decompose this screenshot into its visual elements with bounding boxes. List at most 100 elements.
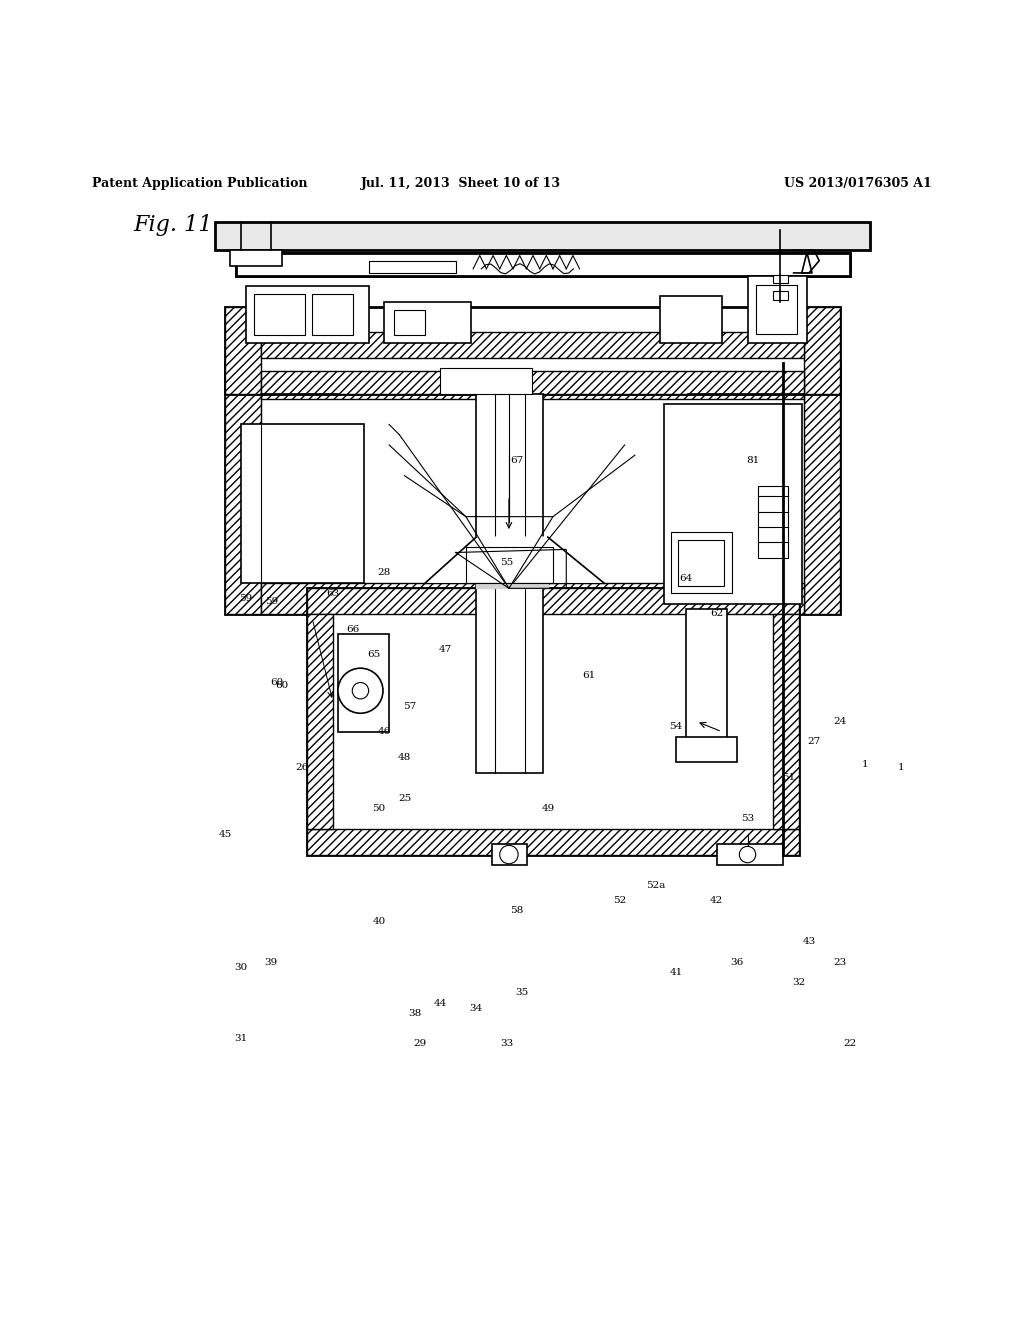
- Text: 47: 47: [439, 645, 452, 655]
- Text: 40: 40: [373, 916, 385, 925]
- Bar: [492, 845, 527, 865]
- Polygon shape: [476, 583, 548, 589]
- Text: 32: 32: [793, 978, 805, 987]
- Bar: [476, 393, 543, 772]
- Bar: [307, 614, 333, 829]
- Bar: [225, 363, 261, 614]
- Bar: [225, 363, 840, 614]
- Text: 61: 61: [583, 671, 595, 680]
- Text: 63: 63: [327, 589, 339, 598]
- Text: 26: 26: [296, 763, 308, 772]
- Text: Fig. 11: Fig. 11: [133, 214, 213, 236]
- Text: 35: 35: [516, 989, 528, 998]
- Bar: [236, 253, 850, 276]
- Text: 25: 25: [398, 793, 411, 803]
- Text: 45: 45: [219, 829, 231, 838]
- Bar: [384, 301, 471, 343]
- Text: 22: 22: [844, 1040, 856, 1048]
- Text: 49: 49: [542, 804, 554, 813]
- Text: Patent Application Publication: Patent Application Publication: [92, 177, 307, 190]
- Text: 62: 62: [711, 610, 723, 618]
- Text: 60: 60: [275, 681, 288, 690]
- Bar: [748, 276, 807, 343]
- Bar: [307, 829, 799, 854]
- Text: 42: 42: [711, 896, 723, 906]
- Text: 53: 53: [741, 814, 754, 824]
- Bar: [261, 371, 804, 393]
- Text: 54: 54: [670, 722, 682, 731]
- Bar: [338, 635, 389, 731]
- Text: 31: 31: [234, 1035, 247, 1043]
- Bar: [758, 486, 788, 557]
- Polygon shape: [425, 537, 604, 583]
- Bar: [773, 275, 788, 284]
- Text: 59: 59: [265, 597, 278, 606]
- Bar: [440, 368, 532, 393]
- Bar: [804, 306, 840, 393]
- Bar: [230, 251, 282, 265]
- Text: 58: 58: [511, 907, 523, 915]
- Text: 81: 81: [746, 455, 759, 465]
- Text: 52: 52: [613, 896, 626, 906]
- Bar: [671, 532, 732, 594]
- Bar: [307, 589, 799, 614]
- Text: 1: 1: [862, 760, 868, 770]
- Circle shape: [739, 846, 756, 863]
- Bar: [664, 404, 802, 603]
- Text: 55: 55: [501, 558, 513, 568]
- Bar: [660, 297, 722, 343]
- Text: 60: 60: [270, 678, 283, 686]
- Text: 44: 44: [434, 998, 446, 1007]
- Text: 27: 27: [808, 738, 820, 746]
- Text: 67: 67: [511, 455, 523, 465]
- Bar: [394, 310, 425, 335]
- Text: 64: 64: [680, 574, 692, 582]
- Circle shape: [338, 668, 383, 713]
- Bar: [225, 306, 840, 393]
- Bar: [369, 260, 456, 273]
- Text: 52a: 52a: [646, 880, 665, 890]
- Text: 34: 34: [470, 1003, 482, 1012]
- Text: US 2013/0176305 A1: US 2013/0176305 A1: [784, 177, 932, 190]
- Text: 30: 30: [234, 962, 247, 972]
- Text: 1: 1: [898, 763, 904, 772]
- Text: 23: 23: [834, 957, 846, 966]
- Bar: [676, 737, 737, 763]
- Text: 46: 46: [378, 727, 390, 737]
- Bar: [241, 425, 364, 583]
- Text: 39: 39: [265, 957, 278, 966]
- Text: 48: 48: [398, 752, 411, 762]
- Bar: [773, 614, 799, 829]
- Text: 65: 65: [368, 651, 380, 660]
- Bar: [773, 292, 788, 300]
- Bar: [756, 285, 797, 334]
- Bar: [225, 306, 261, 393]
- Text: 38: 38: [409, 1008, 421, 1018]
- Bar: [261, 333, 804, 358]
- Bar: [261, 583, 804, 614]
- Bar: [215, 222, 870, 251]
- Text: 24: 24: [834, 717, 846, 726]
- Bar: [254, 294, 305, 335]
- Text: 66: 66: [347, 624, 359, 634]
- Text: 51: 51: [782, 774, 795, 783]
- Text: 36: 36: [731, 957, 743, 966]
- Bar: [678, 540, 724, 586]
- Text: 59: 59: [240, 594, 252, 603]
- Text: 29: 29: [414, 1040, 426, 1048]
- Text: 50: 50: [373, 804, 385, 813]
- Text: 43: 43: [803, 937, 815, 946]
- Bar: [261, 363, 804, 399]
- Bar: [804, 363, 840, 614]
- Bar: [246, 286, 369, 343]
- Bar: [717, 845, 783, 865]
- Text: 28: 28: [378, 569, 390, 577]
- Bar: [312, 294, 353, 335]
- Text: 57: 57: [403, 702, 416, 710]
- Bar: [236, 253, 850, 276]
- Bar: [686, 609, 727, 752]
- Circle shape: [352, 682, 369, 698]
- Text: 41: 41: [670, 968, 682, 977]
- Text: 33: 33: [501, 1040, 513, 1048]
- Circle shape: [500, 845, 518, 863]
